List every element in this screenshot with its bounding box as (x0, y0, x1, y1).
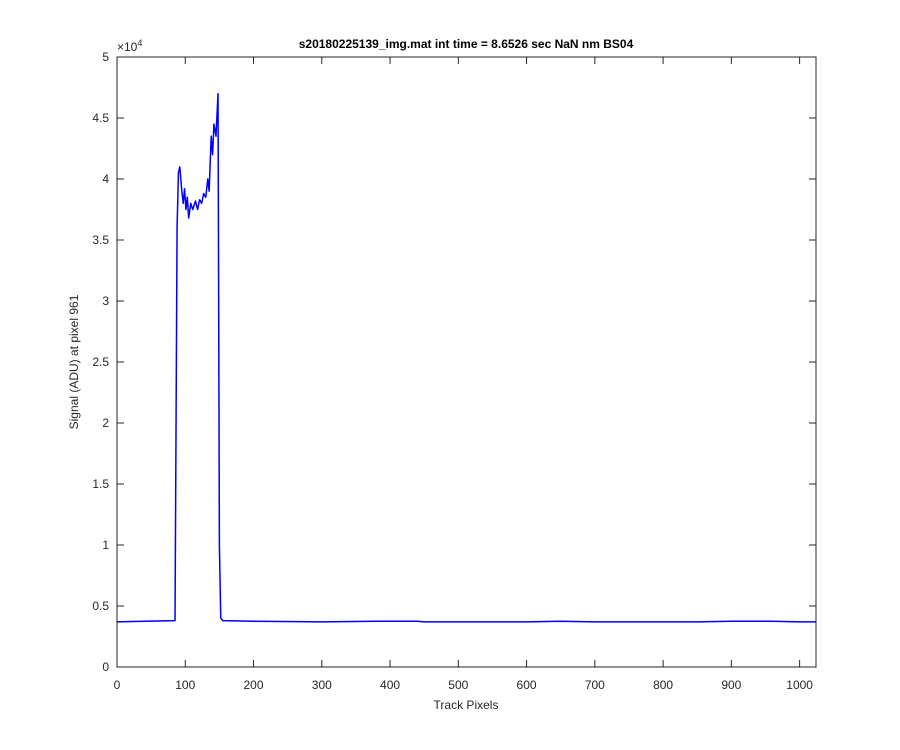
y-axis-label: Signal (ADU) at pixel 961 (67, 294, 81, 429)
y-tick-label: 0.5 (92, 599, 109, 613)
y-tick-label: 5 (102, 50, 109, 64)
x-tick-label: 500 (448, 678, 468, 692)
axes-box (116, 56, 817, 668)
x-tick-label: 300 (312, 678, 332, 692)
y-tick-label: 0 (102, 660, 109, 674)
y-tick-label: 1 (102, 538, 109, 552)
x-axis-label: Track Pixels (434, 698, 499, 712)
x-tick-label: 100 (175, 678, 195, 692)
y-tick-label: 2 (102, 416, 109, 430)
y-tick-label: 2.5 (92, 355, 109, 369)
x-tick-label: 0 (114, 678, 121, 692)
x-tick-label: 1000 (786, 678, 813, 692)
y-tick-label: 4 (102, 172, 109, 186)
x-tick-label: 900 (721, 678, 741, 692)
chart-title: s20180225139_img.mat int time = 8.6526 s… (299, 37, 634, 51)
y-multiplier: ×104 (117, 38, 142, 54)
x-tick-label: 700 (585, 678, 605, 692)
x-tick-label: 400 (380, 678, 400, 692)
y-tick-label: 3 (102, 294, 109, 308)
signal-line (116, 92, 816, 623)
y-tick-label: 3.5 (92, 233, 109, 247)
x-tick-label: 600 (517, 678, 537, 692)
x-tick-label: 800 (653, 678, 673, 692)
x-tick-label: 200 (244, 678, 264, 692)
multiplier-base: ×10 (117, 40, 138, 54)
y-tick-label: 4.5 (92, 111, 109, 125)
y-tick-label: 1.5 (92, 477, 109, 491)
multiplier-exponent: 4 (137, 38, 142, 48)
